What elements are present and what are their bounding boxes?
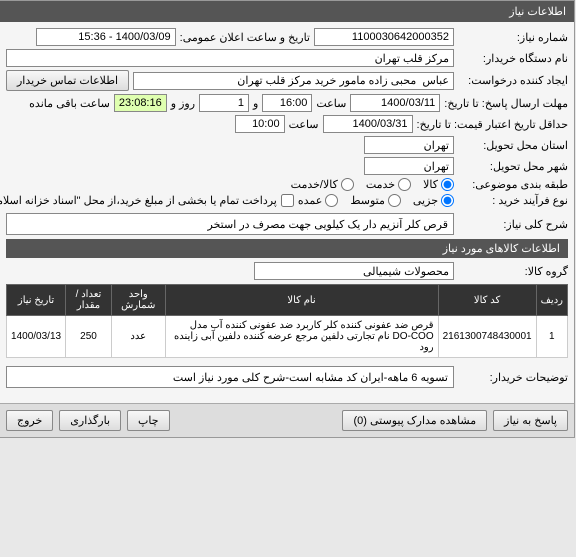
col-name: نام کالا [166, 285, 439, 316]
buyer-org-field[interactable] [7, 49, 455, 67]
overall-desc-label: شرح کلی نیاز: [459, 218, 569, 231]
reply-button[interactable]: پاسخ به نیاز [494, 410, 569, 431]
announce-dt-field[interactable] [37, 28, 177, 46]
pkg-type-group: کالا خدمت کالا/خدمت [292, 178, 455, 191]
deliver-prov-field[interactable] [365, 136, 455, 154]
footer-bar: پاسخ به نیاز مشاهده مدارک پیوستی (0) چاپ… [1, 403, 575, 437]
proc-minor-text: جزیی [414, 194, 439, 207]
goods-group-label: گروه کالا: [459, 265, 569, 278]
refresh-button[interactable]: بارگذاری [60, 410, 122, 431]
table-row[interactable]: 1 2161300748430001 قرص ضد عفونی کننده کل… [8, 316, 569, 358]
deliver-prov-label: استان محل تحویل: [459, 139, 569, 152]
hours-remain-label: ساعت باقی مانده [30, 97, 111, 110]
cell-idx: 1 [537, 316, 568, 358]
creator-field[interactable] [134, 72, 455, 90]
proc-minor-radio[interactable] [442, 194, 455, 207]
pkg-goods-text: کالا [424, 178, 439, 191]
hour-label-1: ساعت [317, 97, 347, 110]
cell-code: 2161300748430001 [439, 316, 537, 358]
deadline-hour-field[interactable] [263, 94, 313, 112]
col-date: تاریخ نیاز [8, 285, 67, 316]
col-code: کد کالا [439, 285, 537, 316]
and-label: و [254, 97, 259, 110]
title-bar: اطلاعات نیاز [1, 1, 575, 22]
partial-pay-label: پرداخت تمام یا بخشی از مبلغ خرید،از محل … [0, 194, 278, 207]
proc-major-text: عمده [299, 194, 323, 207]
deliver-city-label: شهر محل تحویل: [459, 160, 569, 173]
cell-qty: 250 [67, 316, 113, 358]
pkg-gs-radio[interactable] [342, 178, 355, 191]
exit-button[interactable]: خروج [7, 410, 54, 431]
buyer-notes-label: توضیحات خریدار: [459, 371, 569, 384]
need-no-field[interactable] [315, 28, 455, 46]
proc-medium-radio[interactable] [389, 194, 402, 207]
items-header: اطلاعات کالاهای مورد نیاز [7, 239, 569, 258]
col-idx: ردیف [537, 285, 568, 316]
price-valid-label: حداقل تاریخ اعتبار قیمت: تا تاریخ: [418, 118, 569, 131]
main-panel: اطلاعات نیاز شماره نیاز: تاریخ و ساعت اع… [0, 0, 576, 438]
price-valid-date-field[interactable] [324, 115, 414, 133]
goods-group-field[interactable] [255, 262, 455, 280]
price-valid-hour-field[interactable] [236, 115, 286, 133]
proc-type-group: جزیی متوسط عمده [299, 194, 455, 207]
attachments-button[interactable]: مشاهده مدارک پیوستی (0) [343, 410, 488, 431]
cell-date: 1400/03/13 [8, 316, 67, 358]
announce-dt-label: تاریخ و ساعت اعلان عمومی: [181, 31, 311, 44]
items-table: ردیف کد کالا نام کالا واحد شمارش تعداد /… [7, 284, 569, 358]
buyer-org-label: نام دستگاه خریدار: [459, 52, 569, 65]
buyer-contact-button[interactable]: اطلاعات تماس خریدار [7, 70, 130, 91]
remain-time-badge: 23:08:16 [115, 94, 168, 112]
creator-label: ایجاد کننده درخواست: [459, 74, 569, 87]
deliver-city-field[interactable] [365, 157, 455, 175]
buyer-notes-field[interactable] [7, 366, 455, 388]
table-header-row: ردیف کد کالا نام کالا واحد شمارش تعداد /… [8, 285, 569, 316]
partial-pay-checkbox[interactable] [282, 194, 295, 207]
pkg-type-label: طبقه بندی موضوعی: [459, 178, 569, 191]
cell-unit: عدد [112, 316, 166, 358]
proc-major-radio[interactable] [326, 194, 339, 207]
hour-label-2: ساعت [290, 118, 320, 131]
pkg-gs-text: کالا/خدمت [292, 178, 339, 191]
remain-days-field[interactable] [200, 94, 250, 112]
form-content: شماره نیاز: تاریخ و ساعت اعلان عمومی: نا… [1, 22, 575, 397]
print-button[interactable]: چاپ [128, 410, 171, 431]
overall-desc-field[interactable] [7, 213, 455, 235]
pkg-service-text: خدمت [367, 178, 396, 191]
col-unit: واحد شمارش [112, 285, 166, 316]
deadline-label: مهلت ارسال پاسخ: تا تاریخ: [445, 97, 569, 110]
cell-name: قرص ضد عفونی کننده کلر کاربرد ضد عفونی ک… [166, 316, 439, 358]
pkg-service-radio[interactable] [399, 178, 412, 191]
pkg-goods-radio[interactable] [442, 178, 455, 191]
col-qty: تعداد / مقدار [67, 285, 113, 316]
deadline-date-field[interactable] [351, 94, 441, 112]
day-label: روز و [172, 97, 196, 110]
need-no-label: شماره نیاز: [459, 31, 569, 44]
proc-type-label: نوع فرآیند خرید : [459, 194, 569, 207]
proc-medium-text: متوسط [351, 194, 386, 207]
